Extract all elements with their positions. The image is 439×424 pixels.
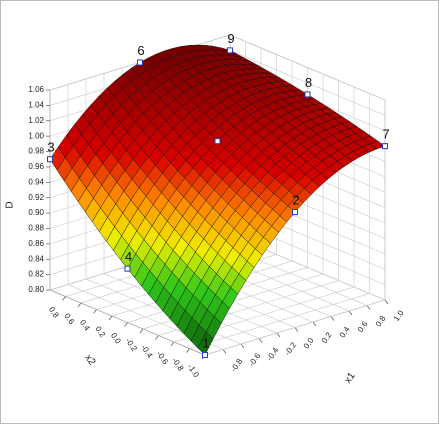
point-label: 8	[305, 75, 312, 90]
tick-mark	[222, 349, 227, 354]
z-tick-label: 0.98	[28, 147, 44, 156]
z-tick-label: 0.88	[28, 224, 44, 233]
tick-mark	[258, 338, 263, 343]
point-label: 9	[227, 31, 234, 46]
design-point	[292, 209, 298, 216]
tick-mark	[330, 316, 335, 321]
tick-mark	[294, 327, 299, 332]
z-tick-label: 1.06	[28, 85, 44, 94]
tick-mark	[348, 310, 353, 316]
tick-mark	[155, 335, 159, 340]
z-tick-label: 1.02	[28, 116, 44, 125]
tick-mark	[276, 332, 281, 338]
tick-mark	[139, 328, 144, 334]
point-label: 6	[137, 43, 144, 58]
z-tick-label: 0.92	[28, 193, 44, 202]
tick-mark	[170, 341, 175, 347]
point-label: 2	[292, 193, 299, 208]
tick-mark	[108, 315, 113, 321]
z-tick-label: 0.94	[28, 177, 44, 186]
z-tick-label: 0.80	[28, 285, 44, 294]
tick-mark	[62, 296, 66, 301]
grid-line	[189, 293, 370, 349]
z-axis-label: D	[5, 201, 16, 208]
tick-mark	[93, 309, 97, 314]
z-tick-label: 1.00	[28, 131, 44, 140]
tick-mark	[186, 348, 190, 353]
point-label: 3	[47, 140, 54, 155]
tick-mark	[240, 343, 245, 349]
design-point	[214, 138, 221, 145]
z-tick-label: 0.86	[28, 239, 44, 248]
design-point	[227, 47, 233, 54]
design-point	[304, 91, 311, 98]
design-point	[137, 59, 143, 66]
tick-mark	[366, 305, 371, 310]
design-point	[124, 265, 131, 272]
tick-mark	[384, 299, 389, 305]
z-tick-label: 0.82	[28, 270, 44, 279]
tick-mark	[77, 302, 82, 308]
z-tick-label: 1.04	[28, 100, 44, 109]
surface-cell	[197, 331, 214, 356]
point-label: 1	[202, 335, 209, 350]
tick-mark	[312, 321, 317, 327]
grid-line	[204, 299, 386, 356]
surface	[49, 44, 386, 356]
design-point	[202, 352, 208, 358]
point-label: 4	[125, 249, 132, 264]
z-tick-label: 0.96	[28, 162, 44, 171]
point-label: 7	[382, 127, 389, 142]
z-tick-label: 0.84	[28, 254, 44, 263]
design-point	[382, 143, 388, 150]
tick-mark	[124, 322, 128, 327]
design-point	[47, 156, 53, 163]
z-tick-label: 0.90	[28, 208, 44, 217]
